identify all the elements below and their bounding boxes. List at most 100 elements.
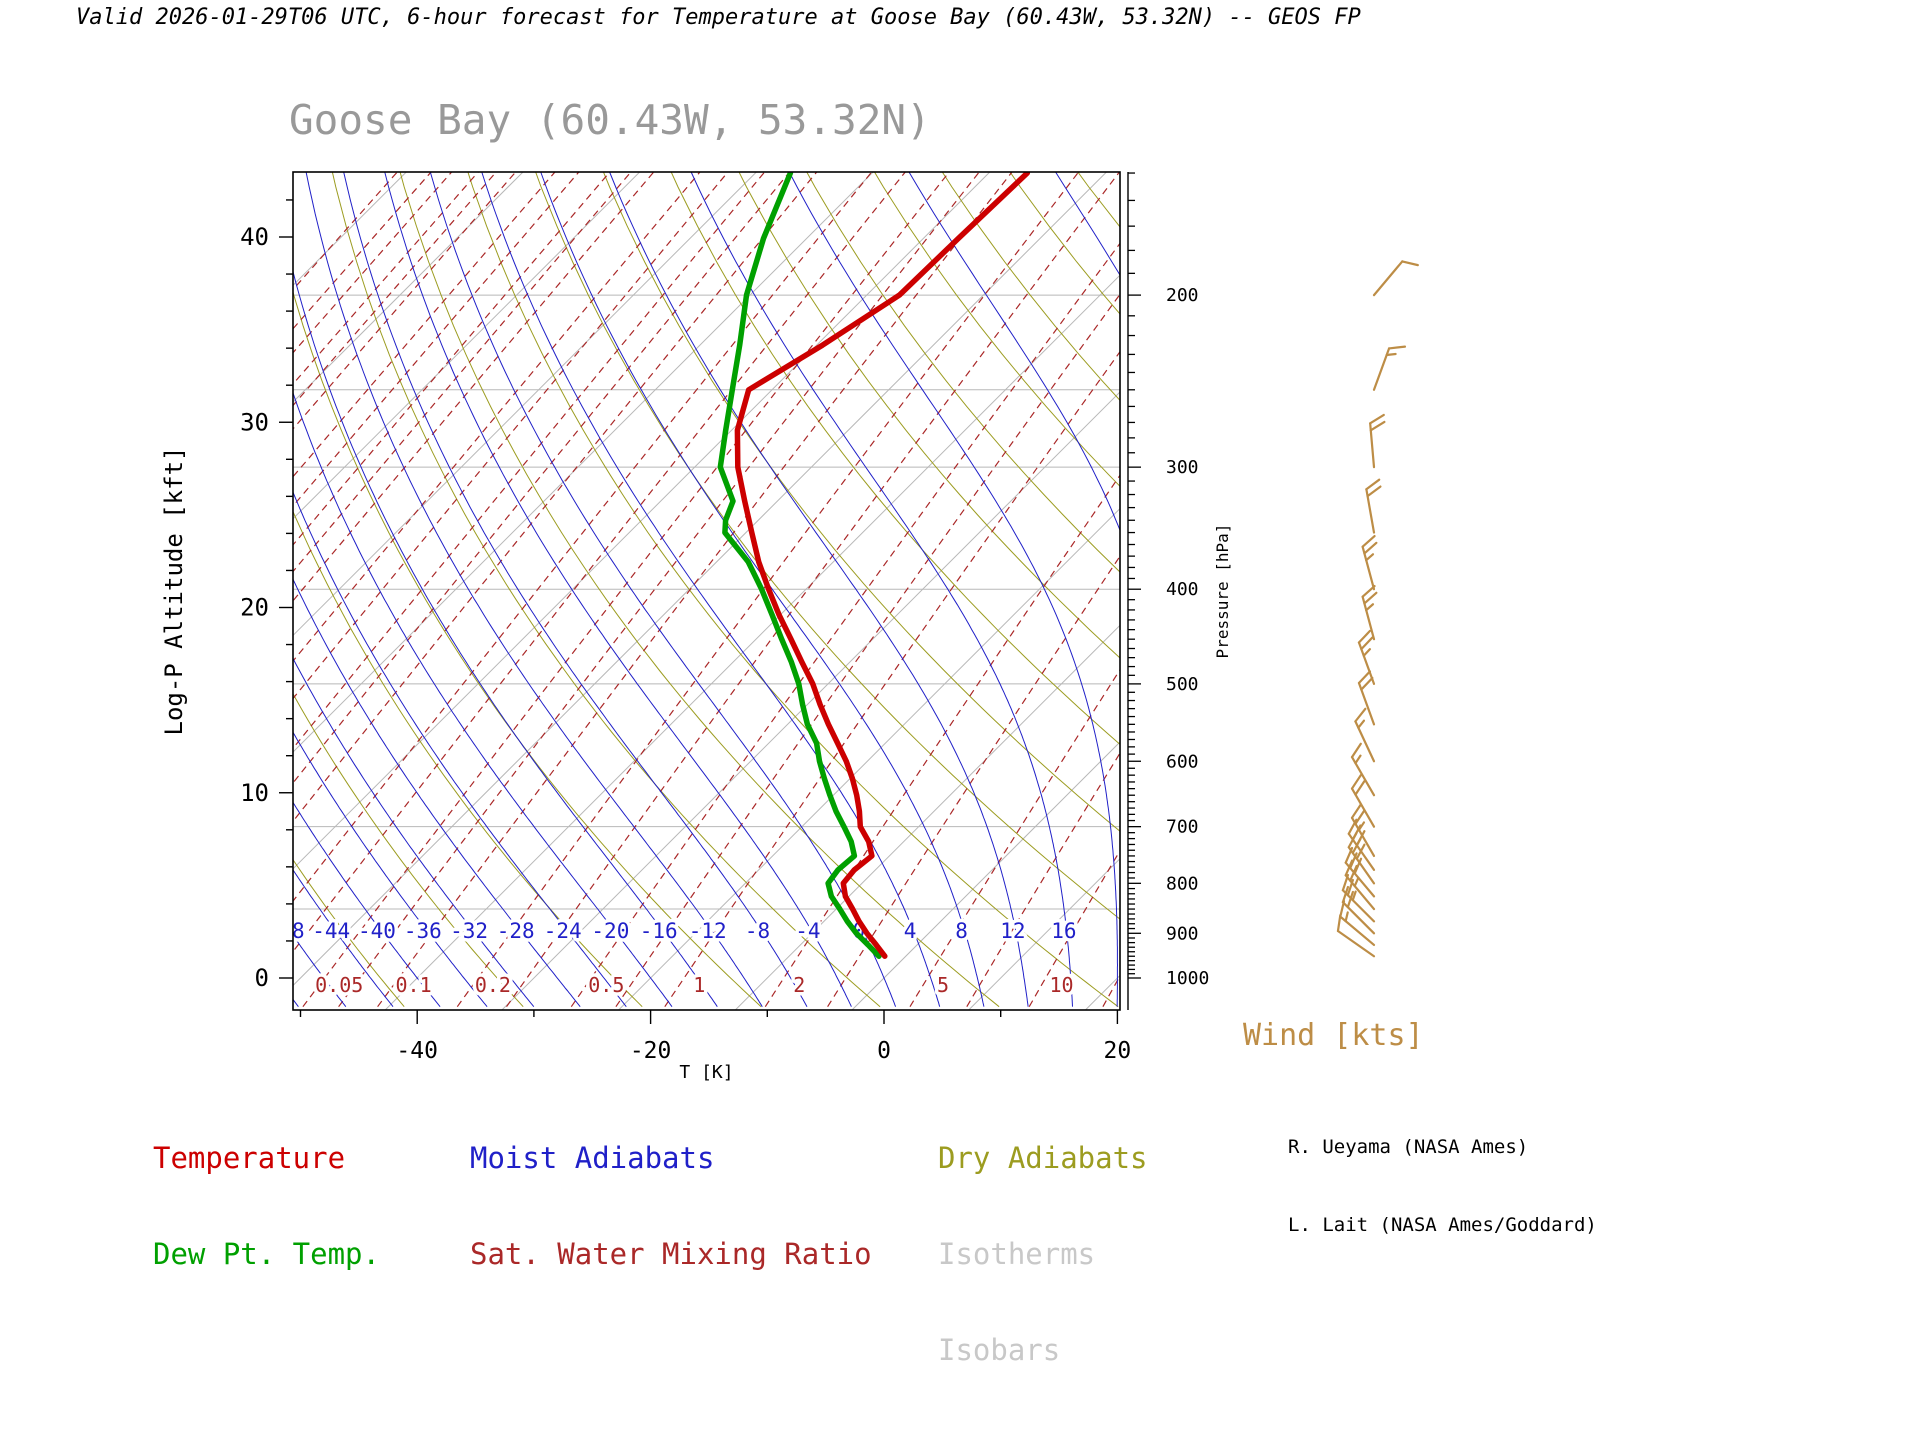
moist-adiabat-label: -44 bbox=[312, 919, 350, 943]
wind-barb-full bbox=[1347, 818, 1358, 835]
mixing-ratio-line bbox=[377, 172, 1013, 1008]
moist-adiabat-line bbox=[788, 172, 1119, 1007]
wind-barb-full bbox=[1351, 837, 1362, 855]
moist-adiabat-line bbox=[293, 391, 673, 1007]
moist-adiabat-line bbox=[908, 172, 1120, 532]
x-axis-tick-label: 0 bbox=[877, 1038, 891, 1064]
moist-adiabat-line bbox=[609, 172, 1029, 1007]
moist-adiabat-label: -32 bbox=[450, 919, 488, 943]
mixing-ratio-label: 10 bbox=[1049, 973, 1073, 997]
pressure-tick-label: 500 bbox=[1166, 674, 1199, 695]
figure-header: Valid 2026-01-29T06 UTC, 6-hour forecast… bbox=[76, 5, 1361, 30]
wind-barb bbox=[1336, 914, 1376, 958]
mixing-ratio-label: 0.05 bbox=[315, 973, 363, 997]
moist-adiabat-label: -24 bbox=[544, 919, 582, 943]
isotherm-line bbox=[293, 172, 757, 637]
wind-barb-half bbox=[1351, 890, 1357, 902]
moist-adiabat-line bbox=[293, 731, 488, 1008]
moist-adiabat-line bbox=[293, 934, 347, 1007]
x-axis-tick-label: -40 bbox=[396, 1038, 438, 1064]
isotherm-line bbox=[1085, 974, 1120, 1010]
wind-barb-half bbox=[1357, 719, 1366, 729]
pressure-tick-label: 700 bbox=[1166, 817, 1199, 838]
mixing-ratio-label: 2 bbox=[793, 973, 805, 997]
wind-barb-full bbox=[1361, 534, 1376, 548]
mixing-ratio-line bbox=[293, 172, 497, 407]
moist-adiabat-label: -40 bbox=[358, 919, 396, 943]
wind-barb-half bbox=[1344, 911, 1349, 923]
dry-adiabat-line bbox=[806, 172, 1120, 573]
dry-adiabat-line bbox=[738, 172, 1120, 659]
moist-adiabat-label: -16 bbox=[640, 919, 678, 943]
moist-adiabat-line bbox=[293, 657, 535, 1008]
isotherm-line bbox=[0, 172, 290, 1010]
pressure-tick-label: 300 bbox=[1166, 457, 1199, 478]
isotherm-line bbox=[293, 172, 524, 403]
wind-barb-full bbox=[1354, 780, 1366, 796]
mixing-ratio-line bbox=[293, 172, 517, 430]
mixing-ratio-line bbox=[293, 172, 655, 602]
mixing-ratio-line bbox=[1236, 144, 1727, 1007]
pressure-tick-label: 200 bbox=[1166, 285, 1199, 306]
moist-adiabat-line bbox=[293, 490, 627, 1008]
mixing-ratio-line bbox=[293, 172, 818, 823]
mixing-ratio-label: 1 bbox=[693, 973, 705, 997]
legend-column-moist: Moist Adiabats Sat. Water Mixing Ratio bbox=[470, 1078, 872, 1334]
wind-barb bbox=[1361, 534, 1378, 591]
wind-barb bbox=[1341, 885, 1376, 935]
wind-barb bbox=[1350, 742, 1376, 797]
dewpoint-profile bbox=[717, 172, 882, 959]
wind-barb-full bbox=[1339, 899, 1346, 918]
wind-barb-full bbox=[1357, 629, 1372, 644]
y-axis-tick-label: 10 bbox=[240, 779, 269, 807]
wind-barb-full bbox=[1365, 478, 1381, 491]
dry-adiabat-line bbox=[941, 172, 1120, 402]
legend-mixing-ratio: Sat. Water Mixing Ratio bbox=[470, 1237, 872, 1271]
temperature-profile bbox=[734, 172, 1031, 959]
moist-adiabat-line bbox=[0, 144, 156, 1007]
moist-adiabat-line bbox=[540, 172, 985, 1007]
moist-adiabat-label: 16 bbox=[1051, 919, 1076, 943]
wind-barb bbox=[1350, 774, 1376, 828]
wind-barb-full bbox=[1341, 885, 1350, 904]
mixing-ratio-line bbox=[302, 172, 950, 1008]
dry-adiabat-line bbox=[1257, 144, 1920, 1007]
moist-adiabat-label: 8 bbox=[955, 919, 968, 943]
wind-barb-full bbox=[1366, 485, 1382, 498]
isotherm-line bbox=[0, 172, 173, 1010]
credits: R. Ueyama (NASA Ames) L. Lait (NASA Ames… bbox=[1288, 1082, 1597, 1290]
wind-barb-full bbox=[1347, 832, 1358, 849]
mixing-ratio-line bbox=[293, 172, 729, 700]
moist-adiabat-label: -8 bbox=[745, 919, 770, 943]
mixing-ratio-line bbox=[293, 172, 611, 546]
wind-barb-full bbox=[1346, 890, 1354, 909]
dry-adiabat-line bbox=[873, 172, 1120, 488]
mixing-ratio-line bbox=[1028, 849, 1120, 1007]
x-axis-tick-label: 20 bbox=[1104, 1038, 1132, 1064]
isotherm-line bbox=[1319, 172, 1920, 1010]
moist-adiabat-label: 4 bbox=[904, 919, 917, 943]
x-axis-tick-label: -20 bbox=[630, 1038, 672, 1064]
mixing-ratio-line bbox=[293, 172, 791, 784]
wind-barb-full bbox=[1354, 707, 1367, 723]
y-axis-tick-label: 20 bbox=[240, 594, 269, 622]
wind-units-label: Wind [kts] bbox=[1243, 1018, 1424, 1053]
axes: 0 10 20 30 40 -40 -20 0 20 T [K] Log-P Altitude [k… bbox=[160, 171, 1232, 1083]
wind-barb-full bbox=[1341, 873, 1350, 892]
wind-barb bbox=[1354, 707, 1376, 763]
wind-barb-full bbox=[1369, 413, 1385, 425]
profiles bbox=[717, 172, 1031, 959]
mixing-ratio-line bbox=[1157, 144, 1665, 1007]
moist-adiabat-line bbox=[690, 172, 1073, 1007]
wind-barb bbox=[1372, 260, 1419, 297]
isotherm-line bbox=[293, 172, 641, 520]
moist-adiabat-line bbox=[343, 172, 808, 1007]
x-axis-label: T [K] bbox=[679, 1062, 733, 1083]
mixing-ratio-line bbox=[293, 172, 632, 573]
mixing-ratio-line bbox=[293, 172, 873, 903]
wind-barb-half bbox=[1385, 352, 1397, 357]
pressure-tick-label: 900 bbox=[1166, 923, 1199, 944]
inplot-labels: -48 -44 -40 -36 -32 -28 -24 -20 -16 -12 -8 -4 0 4 8 12 1… bbox=[293, 916, 1080, 1001]
